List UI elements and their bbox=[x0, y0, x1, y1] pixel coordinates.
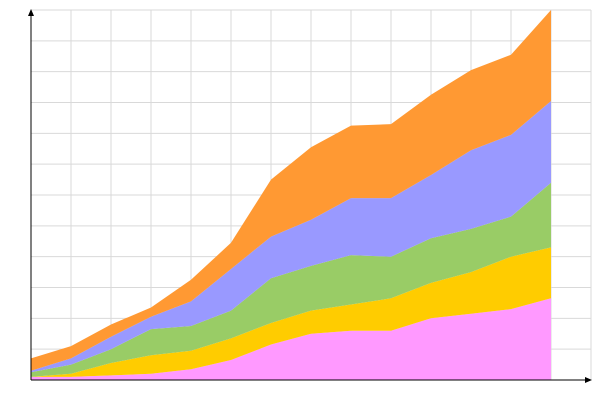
area-series-4 bbox=[31, 101, 551, 373]
chart-areas bbox=[31, 10, 551, 380]
area-series-5 bbox=[31, 10, 551, 371]
x-axis-arrow bbox=[585, 377, 592, 383]
area-series-2 bbox=[31, 247, 551, 377]
area-series-3 bbox=[31, 182, 551, 377]
y-axis-arrow bbox=[28, 9, 34, 16]
chart-axes bbox=[28, 9, 592, 383]
